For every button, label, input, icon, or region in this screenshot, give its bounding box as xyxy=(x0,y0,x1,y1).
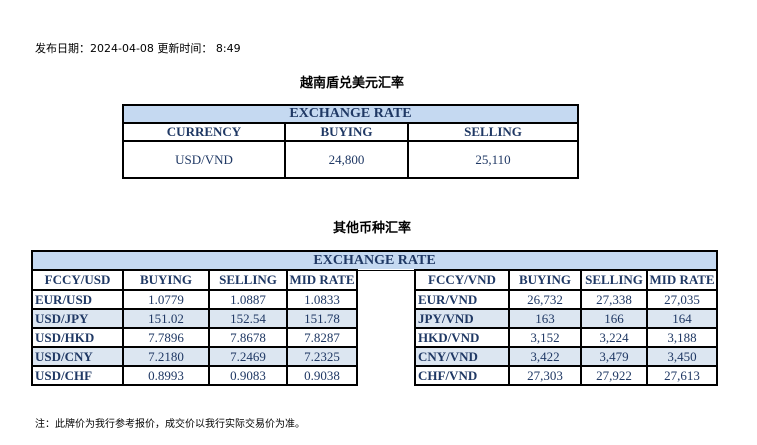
spacer xyxy=(356,290,416,309)
rate-cell: 27,303 xyxy=(508,365,582,386)
rate-cell: 27,613 xyxy=(645,365,719,386)
rate-cell: 3,450 xyxy=(645,346,719,367)
rate-cell: 3,152 xyxy=(508,327,582,348)
spacer xyxy=(356,366,416,385)
column-header: MID RATE xyxy=(286,269,358,291)
currency-cell: USD/VND xyxy=(122,140,286,179)
selling-cell: 25,110 xyxy=(407,140,579,179)
column-header: FCCY/USD xyxy=(31,269,124,291)
table-header: EXCHANGE RATE xyxy=(30,250,719,271)
rate-cell: 0.9083 xyxy=(208,365,288,386)
publish-info: 发布日期：2024-04-08 更新时间： 8:49 xyxy=(35,40,241,56)
usd-vnd-title: 越南盾兑美元汇率 xyxy=(300,76,405,91)
table-row: USD/CNY 7.2180 7.2469 7.2325 CNY/VND 3,422 3,4… xyxy=(31,346,719,367)
time-label: 更新时间： xyxy=(153,42,213,55)
other-currencies-title: 其他币种汇率 xyxy=(333,221,412,236)
rate-cell: 3,422 xyxy=(508,346,582,367)
table-row: EUR/USD 1.0779 1.0887 1.0833 EUR/VND 26,732 27… xyxy=(31,289,719,310)
rate-cell: 3,188 xyxy=(645,327,719,348)
pair-cell: USD/CHF xyxy=(31,365,124,386)
spacer xyxy=(356,328,416,347)
buying-cell: 24,800 xyxy=(284,140,409,179)
pair-cell: EUR/USD xyxy=(31,289,124,310)
rate-cell: 27,338 xyxy=(580,289,648,310)
column-header: SELLING xyxy=(580,269,648,291)
table-row: USD/HKD 7.7896 7.8678 7.8287 HKD/VND 3,152 3,2… xyxy=(31,327,719,348)
rate-cell: 26,732 xyxy=(508,289,582,310)
other-currencies-table: EXCHANGE RATE FCCY/USD BUYING SELLING MID R… xyxy=(30,250,719,386)
rate-cell: 3,224 xyxy=(580,327,648,348)
pair-cell: USD/CNY xyxy=(31,346,124,367)
pair-cell: JPY/VND xyxy=(414,308,510,329)
spacer xyxy=(356,347,416,366)
rate-cell: 7.8678 xyxy=(208,327,288,348)
pair-cell: HKD/VND xyxy=(414,327,510,348)
pair-cell: USD/HKD xyxy=(31,327,124,348)
rate-cell: 1.0833 xyxy=(286,289,358,310)
update-time: 8:49 xyxy=(212,42,241,55)
rate-cell: 163 xyxy=(508,308,582,329)
column-header: SELLING xyxy=(407,122,579,142)
disclaimer-note: 注：此牌价为我行参考报价，成交价以我行实际交易价为准。 xyxy=(35,419,305,430)
rate-cell: 7.2469 xyxy=(208,346,288,367)
usd-vnd-table: EXCHANGE RATE CURRENCY BUYING SELLING USD/… xyxy=(122,104,579,179)
column-header: BUYING xyxy=(284,122,409,142)
column-header: SELLING xyxy=(208,269,288,291)
table-row: USD/JPY 151.02 152.54 151.78 JPY/VND 163 166 16… xyxy=(31,308,719,329)
pair-cell: CNY/VND xyxy=(414,346,510,367)
date-label: 发布日期： xyxy=(35,42,90,55)
pair-cell: EUR/VND xyxy=(414,289,510,310)
table-row: USD/CHF 0.8993 0.9083 0.9038 CHF/VND 27,303 27… xyxy=(31,365,719,386)
rate-cell: 151.78 xyxy=(286,308,358,329)
rate-cell: 152.54 xyxy=(208,308,288,329)
column-header: FCCY/VND xyxy=(414,269,510,291)
spacer xyxy=(356,309,416,328)
pair-cell: USD/JPY xyxy=(31,308,124,329)
table-header: EXCHANGE RATE xyxy=(122,104,579,124)
table-row: USD/VND 24,800 25,110 xyxy=(122,140,579,179)
pair-cell: CHF/VND xyxy=(414,365,510,386)
rate-cell: 7.2180 xyxy=(122,346,210,367)
spacer xyxy=(356,270,416,290)
rate-cell: 7.8287 xyxy=(286,327,358,348)
rate-cell: 7.2325 xyxy=(286,346,358,367)
rate-cell: 7.7896 xyxy=(122,327,210,348)
rate-cell: 0.8993 xyxy=(122,365,210,386)
column-header: MID RATE xyxy=(645,269,719,291)
publish-date: 2024-04-08 xyxy=(90,42,154,55)
column-header: BUYING xyxy=(122,269,210,291)
rate-cell: 27,035 xyxy=(645,289,719,310)
column-header: CURRENCY xyxy=(122,122,286,142)
rate-cell: 3,479 xyxy=(580,346,648,367)
rate-cell: 1.0887 xyxy=(208,289,288,310)
rate-cell: 151.02 xyxy=(122,308,210,329)
rate-cell: 0.9038 xyxy=(286,365,358,386)
column-header: BUYING xyxy=(508,269,582,291)
rate-cell: 166 xyxy=(580,308,648,329)
rate-cell: 164 xyxy=(645,308,719,329)
rate-cell: 27,922 xyxy=(580,365,648,386)
rate-cell: 1.0779 xyxy=(122,289,210,310)
